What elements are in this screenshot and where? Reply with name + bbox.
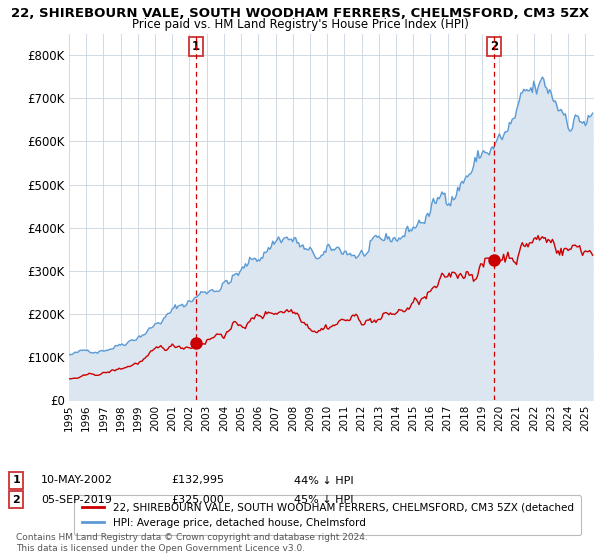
Text: £132,995: £132,995: [171, 475, 224, 486]
Text: 2: 2: [490, 40, 498, 53]
Text: 44% ↓ HPI: 44% ↓ HPI: [294, 475, 353, 486]
Text: 05-SEP-2019: 05-SEP-2019: [41, 494, 112, 505]
Text: 45% ↓ HPI: 45% ↓ HPI: [294, 494, 353, 505]
Text: Price paid vs. HM Land Registry's House Price Index (HPI): Price paid vs. HM Land Registry's House …: [131, 18, 469, 31]
Text: 22, SHIREBOURN VALE, SOUTH WOODHAM FERRERS, CHELMSFORD, CM3 5ZX: 22, SHIREBOURN VALE, SOUTH WOODHAM FERRE…: [11, 7, 589, 20]
Text: 1: 1: [13, 475, 20, 486]
Legend: 22, SHIREBOURN VALE, SOUTH WOODHAM FERRERS, CHELMSFORD, CM3 5ZX (detached, HPI: : 22, SHIREBOURN VALE, SOUTH WOODHAM FERRE…: [74, 496, 581, 535]
Text: 10-MAY-2002: 10-MAY-2002: [41, 475, 113, 486]
Text: 1: 1: [191, 40, 200, 53]
Text: £325,000: £325,000: [171, 494, 224, 505]
Text: Contains HM Land Registry data © Crown copyright and database right 2024.
This d: Contains HM Land Registry data © Crown c…: [16, 533, 368, 553]
Text: 2: 2: [13, 494, 20, 505]
